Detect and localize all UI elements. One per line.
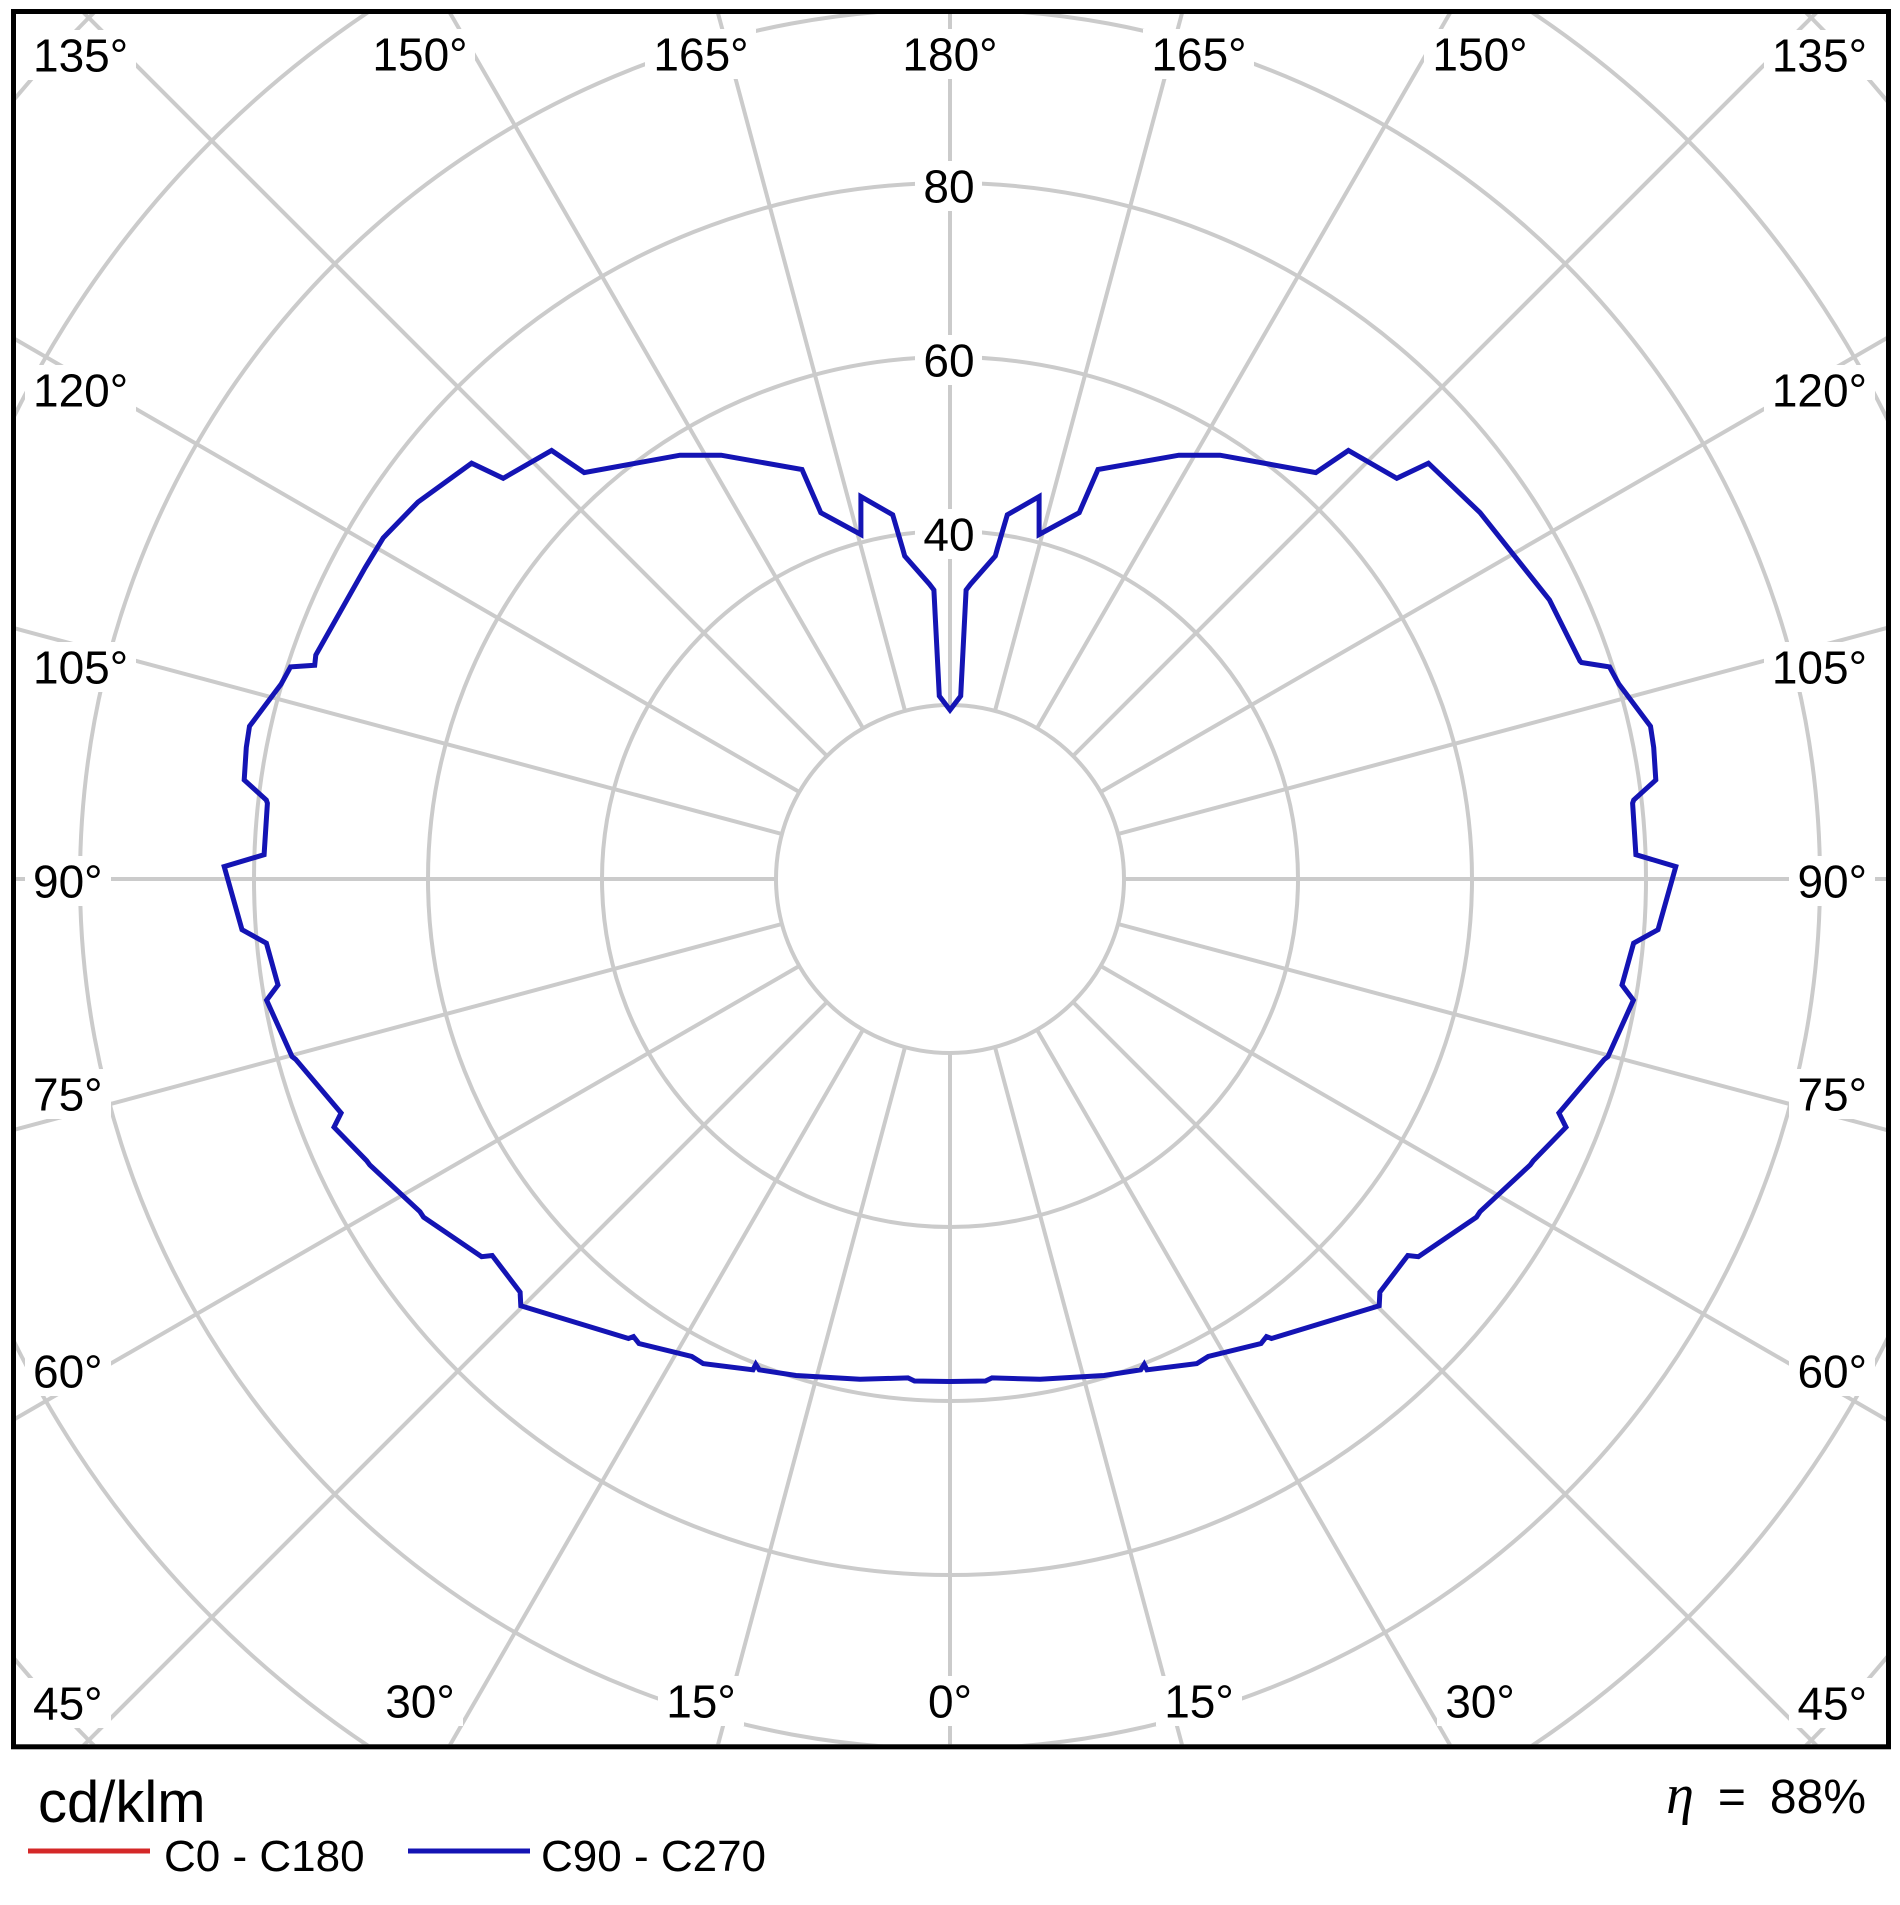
svg-text:150°: 150° [372,29,467,81]
svg-text:150°: 150° [1432,29,1527,81]
svg-text:165°: 165° [653,29,748,81]
svg-text:180°: 180° [902,29,997,81]
svg-text:0°: 0° [928,1676,972,1728]
svg-text:40: 40 [923,509,974,561]
svg-text:90°: 90° [33,856,103,908]
svg-text:120°: 120° [1772,365,1867,417]
svg-text:60°: 60° [33,1346,103,1398]
svg-text:75°: 75° [33,1069,103,1121]
svg-text:135°: 135° [1772,30,1867,82]
svg-text:15°: 15° [1164,1676,1234,1728]
svg-text:45°: 45° [1797,1678,1867,1730]
svg-text:15°: 15° [666,1676,736,1728]
svg-text:60: 60 [923,335,974,387]
svg-text:80: 80 [923,161,974,213]
svg-text:165°: 165° [1151,29,1246,81]
svg-text:135°: 135° [33,30,128,82]
svg-text:45°: 45° [33,1678,103,1730]
svg-text:η = 88%: η = 88% [1666,1764,1866,1826]
svg-text:60°: 60° [1797,1346,1867,1398]
svg-text:30°: 30° [1445,1676,1515,1728]
svg-text:C90 - C270: C90 - C270 [541,1832,766,1881]
svg-text:C0 - C180: C0 - C180 [164,1832,365,1881]
svg-text:90°: 90° [1797,856,1867,908]
svg-text:105°: 105° [1772,642,1867,694]
svg-text:cd/klm: cd/klm [38,1770,206,1835]
svg-text:75°: 75° [1797,1069,1867,1121]
svg-text:105°: 105° [33,642,128,694]
svg-text:120°: 120° [33,365,128,417]
svg-text:30°: 30° [385,1676,455,1728]
